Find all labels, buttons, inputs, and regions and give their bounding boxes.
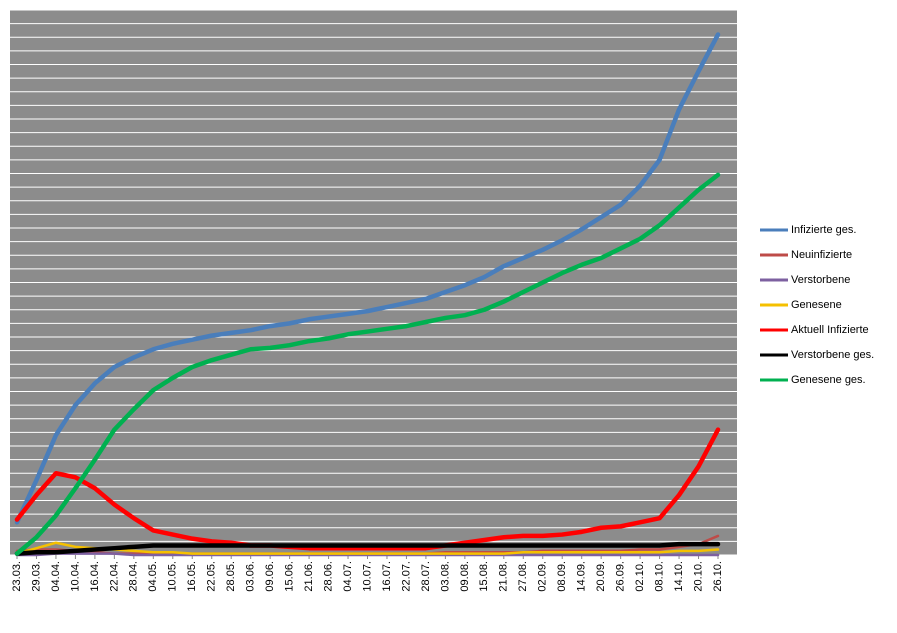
legend-label: Infizierte ges. xyxy=(791,224,856,236)
x-tick-label: 15.08. xyxy=(478,561,490,592)
x-tick-label: 23.03. xyxy=(11,561,23,592)
x-tick-label: 02.09. xyxy=(537,561,549,592)
series-line xyxy=(14,541,721,556)
x-tick-label: 28.04. xyxy=(128,561,140,592)
legend-label: Genesene ges. xyxy=(791,374,866,386)
x-tick-label: 03.06. xyxy=(245,561,257,592)
x-tick-label: 14.09. xyxy=(576,561,588,592)
x-tick-label: 16.05. xyxy=(186,561,198,592)
x-tick-label: 08.10. xyxy=(653,561,665,592)
x-tick-label: 26.10. xyxy=(712,561,724,592)
x-tick-label: 27.08. xyxy=(517,561,529,592)
x-tick-label: 15.06. xyxy=(284,561,296,592)
x-tick-label: 09.06. xyxy=(264,561,276,592)
x-tick-label: 10.04. xyxy=(69,561,81,592)
x-tick-label: 22.04. xyxy=(108,561,120,592)
x-tick-label: 28.07. xyxy=(420,561,432,592)
x-tick-label: 10.07. xyxy=(361,561,373,592)
x-tick-label: 04.07. xyxy=(342,561,354,592)
x-tick-label: 04.05. xyxy=(147,561,159,592)
x-tick-label: 20.10. xyxy=(692,561,704,592)
x-tick-label: 08.09. xyxy=(556,561,568,592)
x-tick-label: 16.04. xyxy=(89,561,101,592)
x-tick-label: 22.07. xyxy=(400,561,412,592)
x-tick-label: 14.10. xyxy=(673,561,685,592)
x-tick-label: 28.06. xyxy=(322,561,334,592)
series-line xyxy=(14,32,721,525)
legend-label: Verstorbene ges. xyxy=(791,349,874,361)
legend-label: Genesene xyxy=(791,299,842,311)
x-tick-label: 21.06. xyxy=(303,561,315,592)
x-tick-label: 22.05. xyxy=(206,561,218,592)
x-tick-label: 04.04. xyxy=(50,561,62,592)
x-tick-label: 02.10. xyxy=(634,561,646,592)
x-tick-label: 16.07. xyxy=(381,561,393,592)
series-line xyxy=(15,552,720,557)
x-tick-label: 29.03. xyxy=(30,561,42,592)
x-tick-label: 28.05. xyxy=(225,561,237,592)
series-line xyxy=(15,541,720,555)
legend-label: Neuinfizierte xyxy=(791,249,852,261)
legend-label: Aktuell Infizierte xyxy=(791,324,869,336)
series-line xyxy=(14,172,721,556)
series-line xyxy=(14,427,721,551)
x-tick-label: 03.08. xyxy=(439,561,451,592)
x-tick-label: 10.05. xyxy=(167,561,179,592)
legend-label: Verstorbene xyxy=(791,274,850,286)
x-tick-label: 20.09. xyxy=(595,561,607,592)
x-tick-label: 26.09. xyxy=(615,561,627,592)
x-tick-label: 21.08. xyxy=(498,561,510,592)
x-tick-label: 09.08. xyxy=(459,561,471,592)
